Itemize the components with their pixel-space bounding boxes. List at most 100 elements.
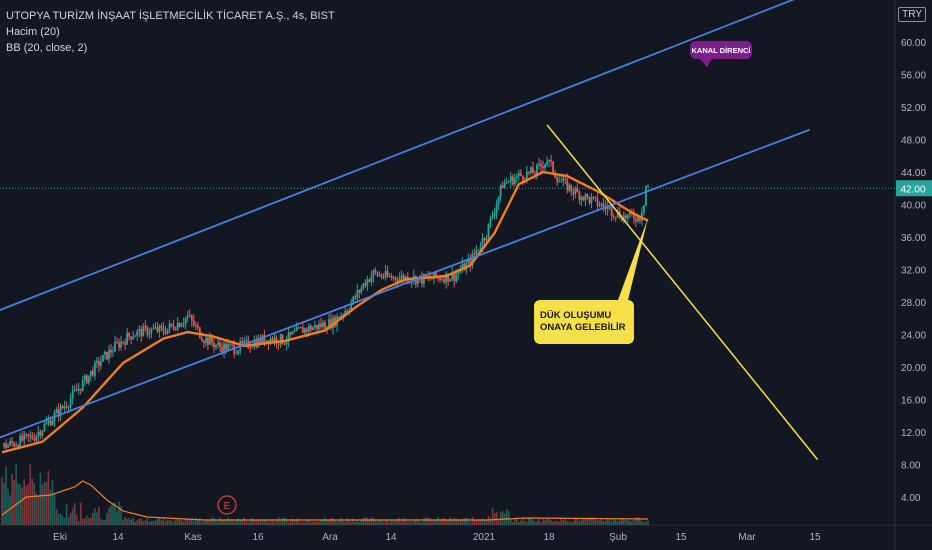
volume-bar (265, 519, 268, 525)
candle-body (291, 331, 294, 335)
earnings-marker-label: E (224, 501, 231, 512)
candle-body (584, 194, 587, 201)
candle-body (108, 349, 110, 360)
volume-bar (128, 518, 130, 525)
volume-bar (277, 517, 280, 525)
volume-bar (596, 520, 599, 525)
candle-body (380, 274, 383, 278)
candle-body (144, 325, 147, 327)
price-tick-label: 32.00 (901, 266, 926, 277)
candle-body (235, 353, 238, 355)
candle-body (93, 362, 96, 376)
volume-bar (92, 512, 94, 525)
volume-bar (473, 519, 476, 525)
volume-bar (417, 520, 419, 525)
price-tick-label: 12.00 (901, 428, 926, 439)
volume-bar (378, 519, 381, 525)
candle-body (200, 337, 203, 341)
candle-body (602, 203, 605, 207)
candle-body (402, 275, 405, 281)
volume-bar (31, 478, 34, 525)
candle-body (182, 323, 185, 325)
candle-body (614, 216, 617, 218)
candle-body (550, 160, 552, 162)
volume-indicator-label[interactable]: Hacim (20) (6, 26, 60, 38)
volume-bar (170, 520, 173, 525)
volume-bar (164, 521, 167, 525)
candle-body (542, 166, 544, 169)
volume-bar (352, 518, 355, 525)
volume-bar (9, 495, 11, 525)
volume-bar (629, 520, 631, 525)
volume-bar (408, 520, 411, 525)
candle-body (174, 328, 177, 330)
volume-bar (176, 517, 179, 525)
candle-body (392, 277, 395, 279)
earnings-marker[interactable] (217, 495, 237, 515)
candle-body (316, 324, 318, 330)
volume-bar (235, 520, 237, 525)
candle-body (7, 444, 9, 448)
descending-trendline[interactable] (546, 124, 819, 461)
candle-body (303, 328, 306, 334)
volume-bar (310, 521, 312, 525)
candle-body (453, 273, 456, 282)
candle-body (527, 171, 530, 173)
candle-body (586, 194, 589, 197)
volume-bar (251, 517, 254, 525)
volume-bar (314, 521, 316, 525)
volume-bar (156, 519, 159, 525)
last-price-label: 42.00 (900, 184, 925, 195)
price-tick-label: 16.00 (901, 396, 926, 407)
candle-body (590, 197, 593, 204)
time-tick-label: Eki (53, 532, 67, 543)
candle-body (261, 335, 264, 344)
volume-bar (227, 517, 229, 525)
candle-body (202, 340, 205, 344)
candle-body (215, 344, 217, 348)
candle-body (281, 334, 284, 344)
bollinger-indicator-label[interactable]: BB (20, close, 2) (6, 42, 88, 54)
candle-body (309, 326, 312, 331)
volume-bar (322, 519, 324, 525)
candle-body (374, 270, 377, 273)
candle-body (483, 238, 486, 241)
callout-box[interactable] (534, 300, 634, 344)
volume-bar (489, 518, 492, 525)
currency-button[interactable]: TRY (898, 7, 926, 22)
volume-bar (110, 505, 112, 525)
volume-bar (639, 517, 641, 525)
candle-body (592, 196, 595, 198)
channel-upper-line[interactable] (0, 0, 809, 335)
candle-body (25, 434, 28, 436)
candle-body (509, 176, 512, 182)
candle-body (73, 389, 76, 391)
volume-bar (102, 520, 104, 525)
volume-bar (326, 520, 328, 525)
volume-bar (81, 518, 84, 525)
volume-bar (25, 486, 28, 525)
channel-label-badge[interactable] (690, 41, 752, 59)
volume-bar (140, 518, 143, 525)
candle-body (328, 319, 330, 330)
volume-bar (453, 517, 455, 525)
volume-bar (624, 519, 627, 525)
volume-bar (94, 508, 96, 525)
candle-body (645, 185, 647, 206)
volume-bar (598, 520, 601, 525)
candle-body (168, 323, 171, 329)
channel-lower-line[interactable] (0, 128, 810, 462)
candle-body (330, 319, 332, 329)
candle-body (223, 343, 225, 353)
volume-bar (178, 519, 181, 525)
candle-body (544, 164, 546, 169)
volume-bar (445, 520, 447, 525)
time-tick-label: 14 (112, 532, 124, 543)
volume-bar (495, 512, 498, 525)
volume-bar (283, 517, 286, 525)
volume-bar (259, 520, 262, 525)
candle-body (17, 445, 20, 448)
volume-bar (604, 520, 607, 525)
candle-body (229, 344, 232, 346)
